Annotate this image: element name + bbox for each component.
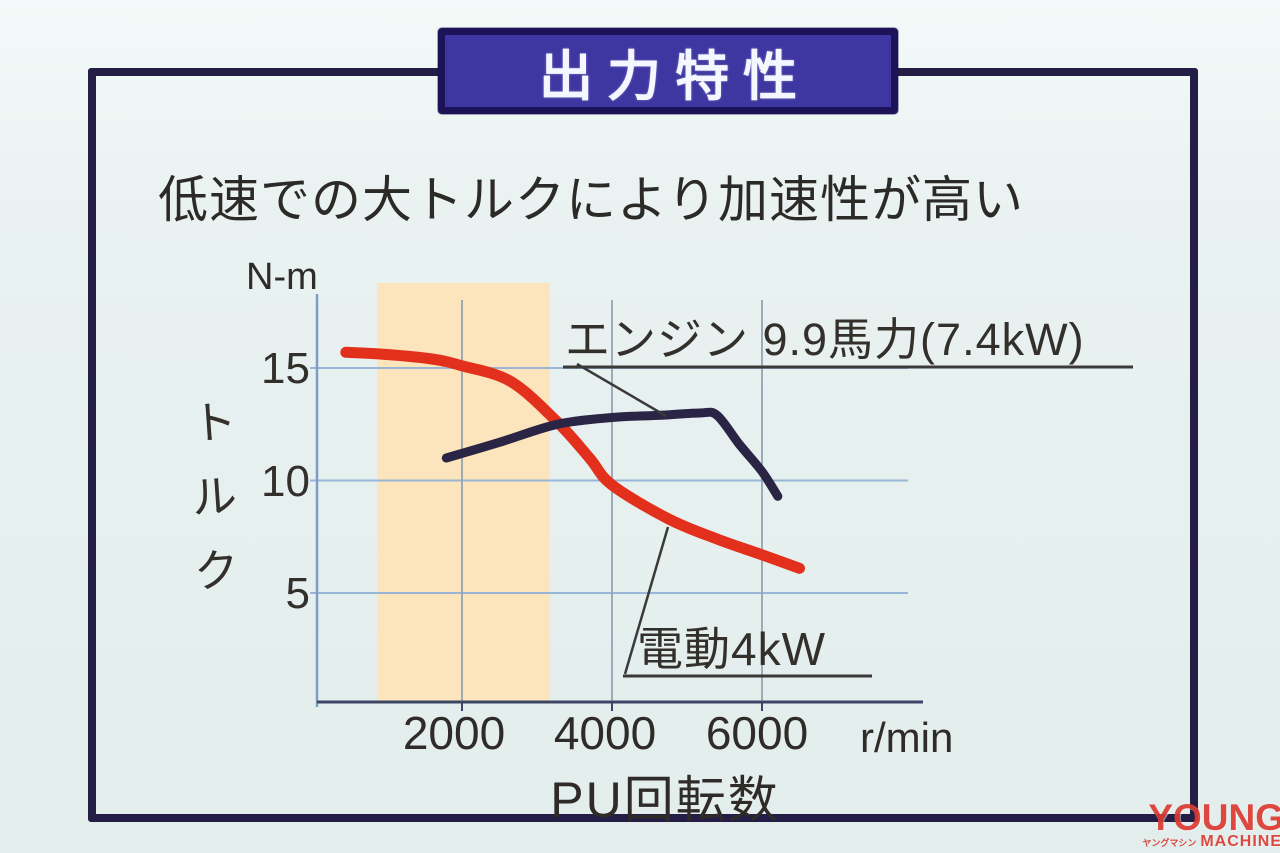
engine-label-leader <box>576 362 667 418</box>
subtitle-text: 低速での大トルクにより加速性が高い <box>158 172 1024 228</box>
title-banner: 出力特性 <box>438 28 898 114</box>
motor-label-leader <box>623 526 670 675</box>
page-title: 出力特性 <box>539 46 811 107</box>
x-axis-title: PU回転数 <box>550 772 780 828</box>
watermark-kana-text: ヤングマシン <box>1142 838 1197 848</box>
engine-curve <box>441 407 783 501</box>
watermark-sub-text: MACHINE <box>1200 833 1280 850</box>
watermark-brand-text: YOUNG <box>1148 797 1280 838</box>
low-speed-band <box>377 283 550 702</box>
x-tick-label: 2000 <box>402 707 506 759</box>
y-axis-unit-label: N-m <box>246 256 318 298</box>
y-axis-title-char: ト <box>189 395 239 450</box>
engine-series-label: エンジン 9.9馬力(7.4kW) <box>565 314 1085 365</box>
x-tick-label: 6000 <box>705 707 809 759</box>
young-machine-watermark: YOUNG ヤングマシン MACHINE <box>1124 797 1280 851</box>
y-tick-label: 5 <box>285 569 310 618</box>
y-tick-label: 15 <box>261 344 310 393</box>
y-tick-label: 10 <box>261 456 310 506</box>
x-tick-label: 4000 <box>553 707 657 759</box>
motor-curve <box>340 346 805 574</box>
x-axis-unit-label: r/min <box>860 714 954 761</box>
motor-series-label: 電動4kW <box>637 623 826 675</box>
